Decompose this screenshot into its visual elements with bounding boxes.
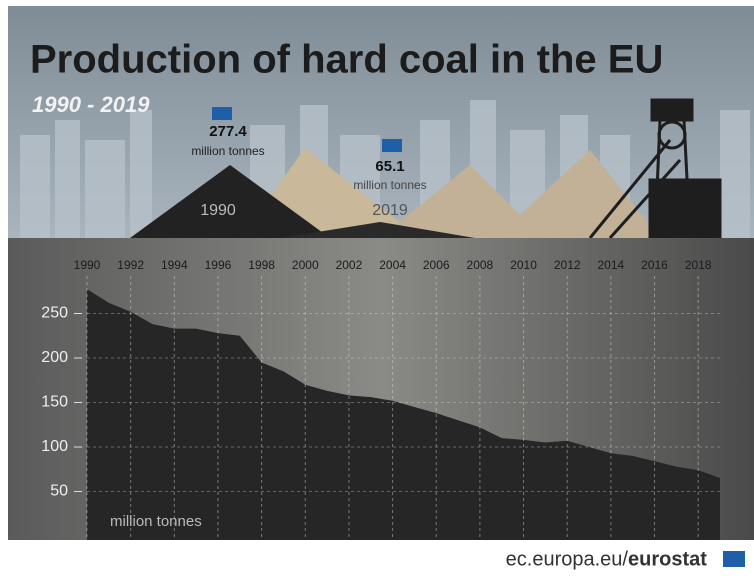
eu-flag	[212, 107, 232, 120]
pile	[380, 150, 660, 238]
x-tick-label: 2008	[467, 258, 494, 272]
headframe	[588, 98, 722, 240]
x-tick-label: 1998	[248, 258, 275, 272]
source-brand: eurostat	[628, 548, 707, 570]
title: Production of hard coal in the EU	[30, 38, 663, 82]
x-tick-label: 2002	[336, 258, 363, 272]
annotation-value: 65.1	[375, 158, 404, 175]
annotation-year: 2019	[372, 202, 408, 219]
y-tick-label: 250	[41, 305, 68, 322]
plot: 1990 1992 1994 1996 1998 2000 2002 2004 2006 2008…	[41, 258, 720, 540]
x-tick-label: 1994	[161, 258, 188, 272]
x-tick-label: 2006	[423, 258, 450, 272]
y-axis-label: million tonnes	[110, 513, 202, 530]
eu-flag	[723, 551, 745, 567]
y-tick-label: 200	[41, 349, 68, 366]
x-tick-label: 2016	[641, 258, 668, 272]
x-tick-label: 2012	[554, 258, 581, 272]
x-tick-label: 2004	[379, 258, 406, 272]
coal-pile	[130, 165, 330, 238]
x-tick-label: 2010	[510, 258, 537, 272]
x-tick-label: 1990	[74, 258, 101, 272]
x-tick-label: 2014	[598, 258, 625, 272]
source-domain: ec.europa.eu/	[506, 548, 629, 570]
annotation-unit: million tonnes	[353, 178, 426, 192]
y-tick-label: 150	[41, 394, 68, 411]
x-tick-label: 2000	[292, 258, 319, 272]
x-tick-label: 2018	[685, 258, 712, 272]
x-tick-label: 1996	[205, 258, 232, 272]
subtitle: 1990 - 2019	[32, 92, 150, 117]
annotation-year: 1990	[200, 202, 236, 219]
eu-flag	[382, 139, 402, 152]
x-tick-label: 1992	[117, 258, 144, 272]
annotation-unit: million tonnes	[191, 144, 264, 158]
coal-pile	[280, 222, 475, 238]
y-tick-label: 50	[50, 483, 68, 500]
y-tick-label: 100	[41, 438, 68, 455]
annotation-value: 277.4	[209, 123, 247, 140]
area	[87, 289, 720, 540]
